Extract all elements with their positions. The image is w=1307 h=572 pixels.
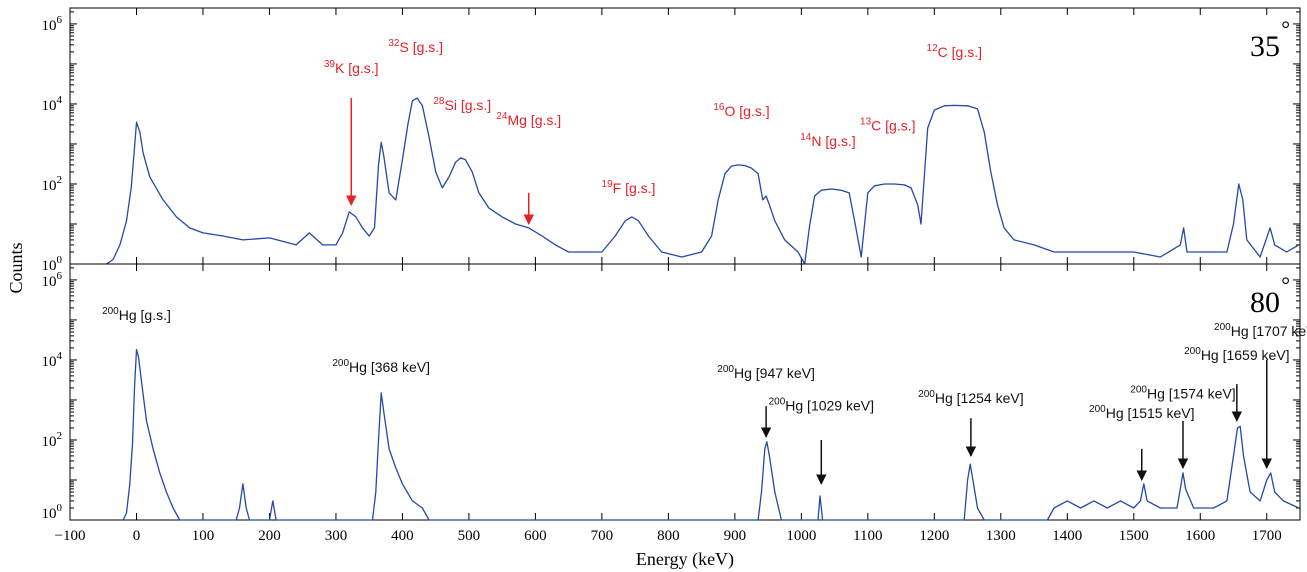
x-tick-label: 100 bbox=[192, 528, 215, 544]
peak-label: 200Hg [g.s.] bbox=[102, 306, 171, 323]
angle-label: 35 bbox=[1250, 30, 1280, 63]
x-tick-label: 800 bbox=[657, 528, 680, 544]
x-tick-label: 1000 bbox=[786, 528, 816, 544]
y-tick-label: 106 bbox=[42, 14, 63, 34]
x-tick-label: 1200 bbox=[919, 528, 949, 544]
peak-label: 39K [g.s.] bbox=[324, 59, 379, 76]
x-tick-label: 500 bbox=[458, 528, 481, 544]
peak-label: 200Hg [1515 keV] bbox=[1089, 404, 1194, 421]
panel-frame bbox=[69, 263, 1301, 521]
peak-label: 200Hg [368 keV] bbox=[332, 358, 430, 375]
x-tick-label: 1500 bbox=[1119, 528, 1149, 544]
peak-label: 28Si [g.s.] bbox=[433, 96, 491, 113]
panel-2: 100 102 104 106 80° 200Hg [g.s.] 200Hg [368 ke… bbox=[42, 263, 1307, 522]
peak-label: 200Hg [1254 keV] bbox=[918, 389, 1023, 406]
x-tick-label: 700 bbox=[591, 528, 614, 544]
y-tick-label: 102 bbox=[42, 174, 63, 194]
panel-frame bbox=[69, 7, 1301, 265]
x-tick-label: 1600 bbox=[1185, 528, 1215, 544]
x-tick-label: 300 bbox=[325, 528, 348, 544]
peak-label: 13C [g.s.] bbox=[860, 116, 915, 133]
y-axis-label: Counts bbox=[6, 242, 26, 293]
x-tick-label: 900 bbox=[724, 528, 747, 544]
x-tick-label: 1300 bbox=[986, 528, 1016, 544]
y-tick-label: 104 bbox=[42, 94, 63, 114]
y-tick-label: 100 bbox=[42, 254, 63, 274]
y-tick-label: 100 bbox=[42, 502, 63, 522]
peak-label: 200Hg [1659 keV] bbox=[1184, 346, 1289, 363]
angle-unit: ° bbox=[1281, 272, 1290, 297]
peak-label: 16O [g.s.] bbox=[713, 102, 769, 119]
x-tick-label: 400 bbox=[391, 528, 414, 544]
y-tick-label: 104 bbox=[42, 350, 63, 370]
angle-label: 80 bbox=[1250, 286, 1280, 319]
peak-label: 32S [g.s.] bbox=[388, 38, 443, 55]
peak-label: 200Hg [1029 keV] bbox=[769, 396, 874, 413]
x-tick-label: −100 bbox=[55, 528, 86, 544]
x-tick-label: 200 bbox=[258, 528, 281, 544]
panel-1: 100 102 104 106 35° 39K [g.s.] 32S [g.s.] 28Si … bbox=[42, 7, 1301, 274]
peak-label: 200Hg [1574 keV] bbox=[1130, 384, 1235, 401]
x-tick-label: 1400 bbox=[1052, 528, 1082, 544]
y-tick-label: 102 bbox=[42, 430, 63, 450]
peak-label: 200Hg [947 keV] bbox=[717, 364, 815, 381]
peak-label: 19F [g.s.] bbox=[602, 179, 656, 196]
peak-label: 24Mg [g.s.] bbox=[496, 111, 561, 128]
x-axis-label: Energy (keV) bbox=[636, 549, 734, 570]
peak-label: 200Hg [1707 keV] bbox=[1214, 322, 1307, 339]
spectrum-trace-2 bbox=[122, 349, 1299, 521]
peak-label: 12C [g.s.] bbox=[927, 43, 982, 60]
peak-label: 14N [g.s.] bbox=[800, 132, 855, 149]
x-tick-label: 0 bbox=[133, 528, 141, 544]
x-tick-label: 1700 bbox=[1252, 528, 1282, 544]
x-tick-label: 1100 bbox=[853, 528, 882, 544]
x-tick-label: 600 bbox=[524, 528, 547, 544]
spectrum-trace-1 bbox=[106, 97, 1300, 265]
y-tick-label: 106 bbox=[42, 270, 63, 290]
angle-unit: ° bbox=[1281, 16, 1290, 41]
